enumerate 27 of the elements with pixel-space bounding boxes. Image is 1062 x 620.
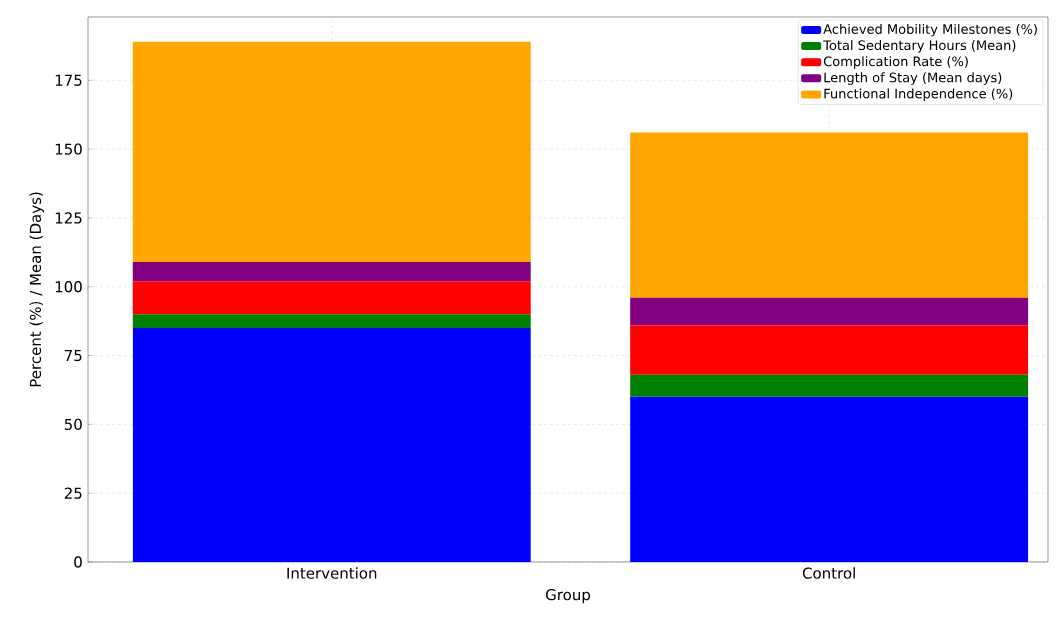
bar	[132, 41, 531, 262]
y-axis-title: Percent (%) / Mean (Days)	[29, 192, 44, 387]
y-tick-label: 125	[55, 212, 82, 224]
bar	[630, 297, 1029, 326]
y-tick-label: 75	[64, 349, 82, 362]
legend-label: Complication Rate (%)	[823, 56, 968, 69]
bar	[630, 325, 1029, 375]
legend-label: Length of Stay (Mean days)	[824, 72, 1002, 85]
legend-label: Total Sedentary Hours (Mean)	[823, 40, 1016, 53]
y-tick-label: 150	[55, 143, 82, 155]
bar	[132, 261, 531, 282]
y-tick-label: 0	[74, 556, 82, 568]
x-tick-label: Control	[802, 567, 855, 579]
bar	[630, 396, 1029, 562]
bar	[132, 281, 531, 315]
legend-label: Achieved Mobility Milestones (%)	[823, 23, 1037, 37]
legend-label: Functional Independence (%)	[824, 88, 1013, 101]
x-axis-title: Group	[546, 588, 591, 604]
y-tick-label: 100	[55, 281, 82, 293]
y-tick-label: 50	[64, 418, 82, 431]
bar	[132, 328, 531, 562]
x-tick-label: Intervention	[287, 567, 377, 579]
bar	[630, 374, 1029, 397]
y-tick-label: 25	[64, 487, 82, 499]
y-tick-label: 175	[55, 74, 82, 86]
bar	[132, 314, 531, 329]
bar	[630, 132, 1029, 298]
